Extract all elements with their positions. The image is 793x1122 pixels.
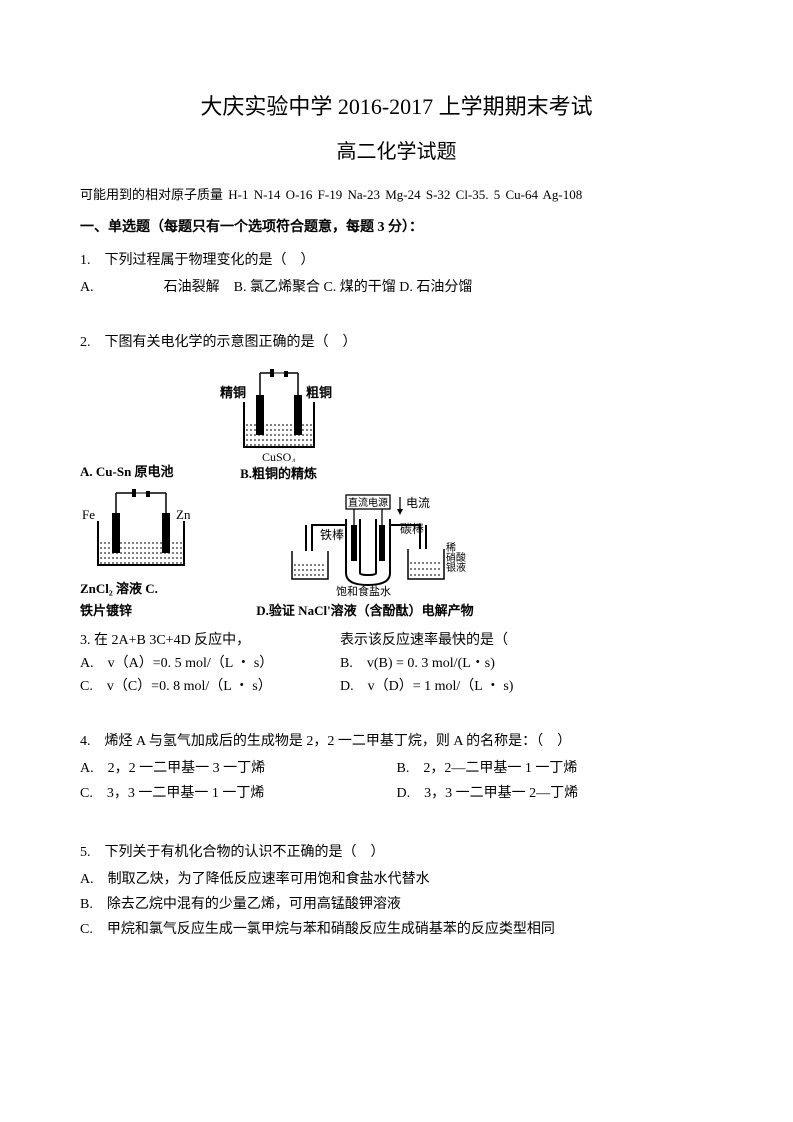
electrolysis-verify-icon: 直流电源 [250,489,480,599]
q2-d-caption: D.验证 NaCl'溶液（含酚酞）电解产物 [256,601,473,621]
q4-b: B. 2，2—二甲基一 1 一丁烯 [397,758,714,779]
svg-text:粗铜: 粗铜 [306,385,332,400]
q3-d: D. v（D）= 1 mol/（L ・ s) [340,676,660,697]
q2-stem: 2. 下图有关电化学的示意图正确的是（ ） [80,332,713,353]
q2-b-caption: B.粗铜的精炼 [240,464,317,484]
title-main: 大庆实验中学 2016-2017 上学期期末考试 [80,90,713,123]
q2-diagram-b: 精铜 粗铜 CuSO₄ B.粗铜的精炼 [214,367,344,484]
question-3: 3. 在 2A+B 3C+4D 反应中， 表示该反应速率最快的是（ A. v（A… [80,630,713,697]
q2-diagram-d: 直流电源 [250,489,480,621]
q3-a: A. v（A）=0. 5 mol/（L ・ s） [80,653,340,674]
question-1: 1. 下列过程属于物理变化的是（ ） A. 石油裂解 B. 氯乙烯聚合 C. 煤… [80,250,713,298]
svg-text:碳棒: 碳棒 [400,522,424,536]
q5-b: B. 除去乙烷中混有的少量乙烯，可用高锰酸钾溶液 [80,894,713,915]
question-4: 4. 烯烃 A 与氢气加成后的生成物是 2，2 一二甲基丁烷，则 A 的名称是：… [80,731,713,808]
question-5: 5. 下列关于有机化合物的认识不正确的是（ ） A. 制取乙炔，为了降低反应速率… [80,842,713,940]
q4-c: C. 3，3 一二甲基一 1 一丁烯 [80,783,397,804]
q5-a: A. 制取乙炔，为了降低反应速率可用饱和食盐水代替水 [80,869,713,890]
q2-option-a-label: A. Cu-Sn 原电池 [80,462,174,484]
q4-a: A. 2，2 一二甲基一 3 一丁烯 [80,758,397,779]
q3-stem2: 表示该反应速率最快的是（ [340,630,660,651]
q3-c: C. v（C）=0. 8 mol/（L ・ s） [80,676,340,697]
svg-text:电流: 电流 [406,496,430,510]
exam-page: 大庆实验中学 2016-2017 上学期期末考试 高二化学试题 可能用到的相对原… [0,0,793,990]
svg-text:银液: 银液 [446,561,466,574]
q1-options: A. 石油裂解 B. 氯乙烯聚合 C. 煤的干馏 D. 石油分馏 [80,277,713,298]
q4-d: D. 3，3 一二甲基一 2—丁烯 [397,783,714,804]
q4-stem: 4. 烯烃 A 与氢气加成后的生成物是 2，2 一二甲基丁烷，则 A 的名称是：… [80,731,713,752]
q2-c-caption2: 铁片镀锌 [80,601,132,621]
q3-b: B. v(B) = 0. 3 mol/(L・s) [340,653,660,674]
svg-text:Fe: Fe [82,507,95,522]
svg-text:饱和食盐水: 饱和食盐水 [336,584,391,598]
svg-text:直流电源: 直流电源 [348,496,388,509]
electroplating-icon: Fe Zn [80,487,210,577]
svg-text:CuSO₄: CuSO₄ [262,450,296,462]
q1-stem: 1. 下列过程属于物理变化的是（ ） [80,250,713,271]
question-2: 2. 下图有关电化学的示意图正确的是（ ） A. Cu-Sn 原电池 [80,332,713,621]
electrolysis-refining-icon: 精铜 粗铜 CuSO₄ [214,367,344,462]
q2-diagram-c: Fe Zn ZnCl₂ 溶液 C. 铁片镀锌 [80,487,210,620]
svg-text:铁棒: 铁棒 [320,528,344,542]
svg-text:Zn: Zn [176,507,191,522]
q3-stem1: 3. 在 2A+B 3C+4D 反应中， [80,630,340,651]
q5-c: C. 甲烷和氯气反应生成一氯甲烷与苯和硝酸反应生成硝基苯的反应类型相同 [80,919,713,940]
section-heading: 一、单选题（每题只有一个选项符合题意，每题 3 分）： [80,217,713,238]
svg-text:精铜: 精铜 [220,385,246,400]
q5-stem: 5. 下列关于有机化合物的认识不正确的是（ ） [80,842,713,863]
atomic-mass-line: 可能用到的相对原子质量 H-1 N-14 O-16 F-19 Na-23 Mg-… [80,185,713,205]
title-sub: 高二化学试题 [80,137,713,167]
q2-c-caption1: ZnCl₂ 溶液 C. [80,579,158,599]
